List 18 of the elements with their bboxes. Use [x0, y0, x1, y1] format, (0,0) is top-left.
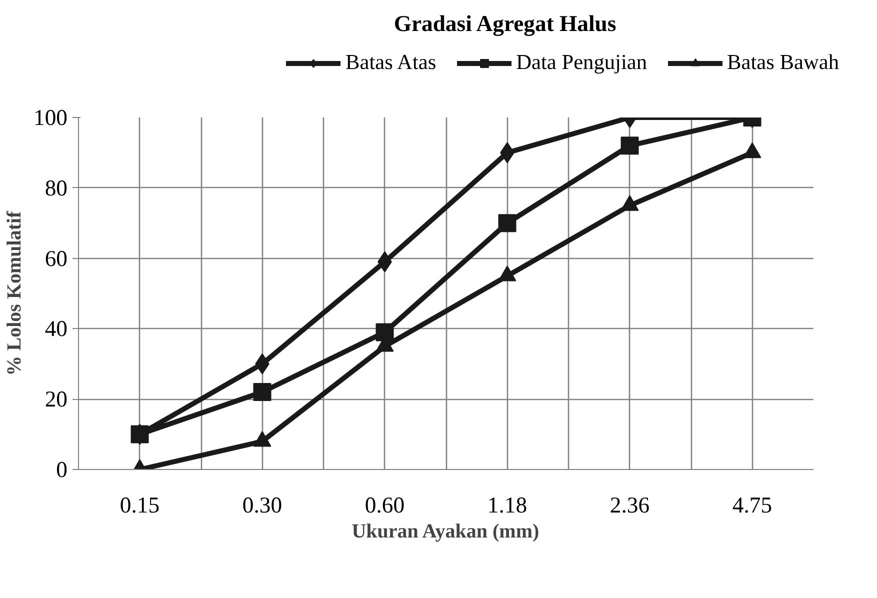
x-tick-label: 0.30: [242, 492, 282, 518]
y-tick-label: 60: [44, 246, 68, 271]
y-tick-label: 20: [44, 386, 68, 412]
x-axis-title: Ukuran Ayakan (mm): [352, 520, 540, 542]
y-tick-label: 80: [44, 175, 68, 200]
y-axis-title: % Lolos Komulatif: [4, 210, 26, 376]
x-tick-label: 2.36: [610, 492, 650, 518]
legend-label: Data Pengujian: [516, 50, 648, 75]
y-tick-label: 100: [34, 105, 68, 130]
x-tick-label: 1.18: [487, 492, 528, 518]
legend-label: Batas Bawah: [727, 50, 839, 75]
y-tick-label: 0: [56, 457, 68, 482]
chart-title: Gradasi Agregat Halus: [394, 11, 616, 36]
y-tick-label: 40: [44, 316, 68, 342]
legend-label: Batas Atas: [346, 50, 436, 75]
x-tick-label: 0.60: [364, 492, 405, 518]
x-tick-label: 0.15: [120, 492, 160, 518]
x-tick-label: 4.75: [732, 492, 772, 518]
